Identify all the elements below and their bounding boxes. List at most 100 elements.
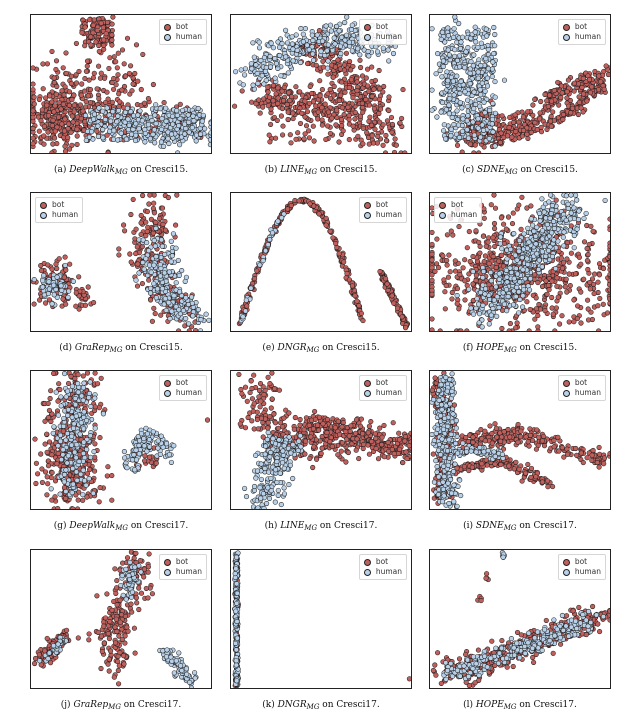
human-point (147, 136, 153, 142)
bot-point (325, 71, 331, 77)
bot-point (456, 224, 462, 230)
human-point (203, 311, 209, 317)
bot-point (389, 293, 395, 299)
bot-point (578, 320, 584, 326)
human-point (543, 253, 549, 259)
human-point (142, 130, 148, 136)
bot-point (357, 57, 363, 63)
human-point (186, 119, 192, 125)
bot-point (270, 83, 276, 89)
human-point (86, 134, 92, 140)
bot-point (600, 301, 606, 307)
bot-point (343, 50, 349, 56)
human-point (338, 51, 344, 57)
human-point (520, 293, 526, 299)
bot-point (275, 85, 281, 91)
bot-point (598, 79, 604, 85)
human-point (452, 15, 458, 20)
human-point (472, 29, 478, 35)
human-point (148, 285, 154, 291)
bot-point (333, 122, 339, 128)
human-point (294, 47, 300, 53)
bot-point (560, 116, 566, 123)
bot-point (254, 268, 260, 274)
human-point (249, 66, 255, 72)
bot-point (470, 253, 476, 260)
bot-point (480, 233, 486, 239)
bot-point (400, 87, 406, 93)
bot-point (492, 225, 498, 232)
human-point (136, 126, 142, 132)
bot-point (358, 310, 364, 316)
bot-point (133, 226, 139, 232)
bot-point (146, 277, 152, 283)
human-point (464, 127, 470, 133)
bot-point (339, 123, 345, 129)
human-point (339, 34, 345, 40)
bot-point (466, 229, 472, 235)
bot-point (493, 264, 499, 271)
human-point (293, 32, 299, 38)
bot-point (352, 293, 358, 299)
bot-point (587, 286, 593, 292)
bot-point (150, 205, 156, 211)
bot-point (496, 258, 502, 264)
human-point (179, 268, 185, 274)
bot-point (306, 135, 312, 141)
human-point (158, 139, 164, 145)
human-point (129, 131, 135, 137)
bot-point (559, 90, 565, 96)
bot-point (443, 283, 449, 289)
bot-point (473, 228, 479, 234)
bot-point (74, 126, 80, 132)
bot-point (239, 88, 245, 94)
human-point (115, 113, 121, 119)
bot-point (486, 235, 492, 241)
human-point (100, 135, 106, 141)
bot-point (66, 89, 73, 95)
human-point (166, 269, 172, 275)
human-point (189, 294, 195, 300)
bot-point (73, 72, 79, 78)
human-point (481, 99, 487, 105)
bot-point (442, 289, 448, 295)
caption-label: (a) (53, 165, 70, 175)
human-point (451, 92, 457, 98)
bot-point (462, 257, 468, 263)
bot-point (499, 325, 505, 331)
bot-point (402, 150, 408, 153)
human-point (272, 55, 278, 62)
bot-point (31, 81, 36, 87)
bot-point (316, 211, 322, 217)
human-point (446, 102, 452, 108)
caption-dataset: on Cresci15. (319, 343, 380, 353)
bot-point (360, 125, 366, 131)
bot-point (130, 81, 136, 87)
bot-point (600, 266, 607, 272)
bot-point (554, 275, 560, 281)
bot-point (82, 88, 88, 94)
bot-point (279, 88, 285, 94)
bot-point (176, 328, 182, 331)
bot-point (41, 123, 47, 129)
bot-point (66, 121, 72, 127)
legend-marker-human (40, 211, 47, 219)
human-point (530, 222, 536, 228)
human-point (561, 229, 567, 235)
bot-point (78, 92, 84, 98)
bot-point (275, 95, 281, 101)
bot-point (444, 262, 450, 268)
bot-point (290, 110, 296, 116)
human-point (375, 49, 381, 55)
human-point (357, 52, 363, 58)
bot-point (43, 300, 49, 306)
bot-point (339, 105, 345, 111)
human-point (446, 52, 452, 58)
bot-point (588, 223, 594, 229)
bot-point (338, 117, 345, 123)
bot-point (581, 239, 588, 245)
human-point (281, 211, 287, 217)
human-point (162, 251, 168, 257)
legend-marker-human (562, 33, 570, 41)
bot-point (149, 318, 155, 324)
